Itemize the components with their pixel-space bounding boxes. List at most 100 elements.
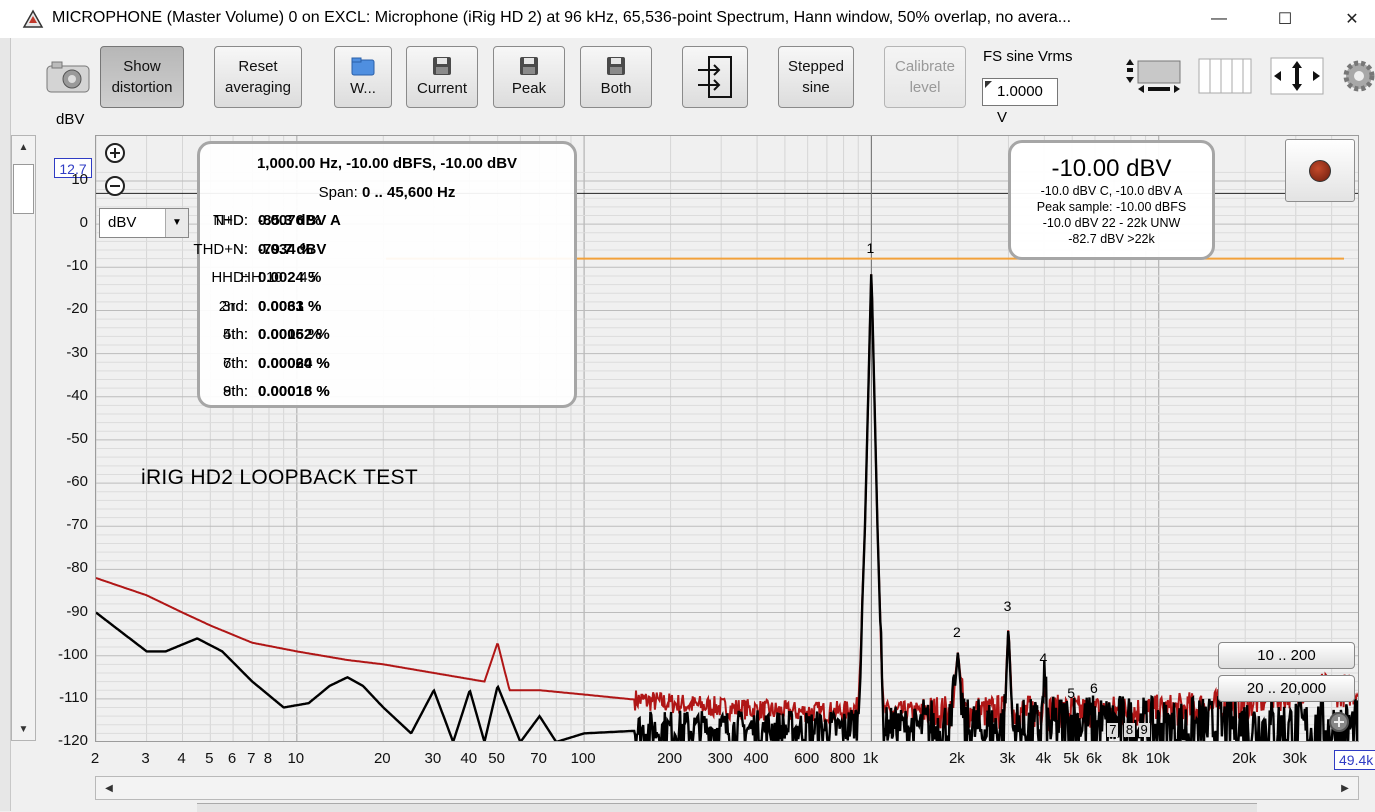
y-tick-label: -60 — [66, 473, 88, 491]
nd-row: N+D: -85.3 dBV A THD: 0.0076 % — [213, 212, 341, 229]
fundamental-readout: 1,000.00 Hz, -10.00 dBFS, -10.00 dBV — [256, 155, 518, 172]
y-axis-unit: dBV — [56, 111, 85, 128]
y-tick-label: -80 — [66, 559, 88, 577]
x-tick-label: 10k — [1145, 750, 1170, 767]
x-tick-label: 600 — [794, 750, 820, 767]
y-tick-label: 0 — [79, 214, 88, 232]
y-axis-max-field[interactable]: 12.7 — [54, 158, 92, 178]
x-tick-label: 4 — [177, 750, 186, 767]
x-tick-label: 2k — [948, 750, 965, 767]
vertical-zoom-icon[interactable] — [1124, 55, 1184, 97]
window-folder-button[interactable]: W... — [334, 46, 392, 108]
fs-sine-label: FS sine Vrms — [983, 48, 1073, 65]
x-tick-label: 10 — [287, 750, 305, 767]
vertical-scrollbar[interactable]: ▲ ▼ — [11, 135, 36, 741]
chevron-down-icon[interactable]: ▼ — [165, 209, 188, 237]
range-20-20000-button[interactable]: 20 .. 20,000 — [1218, 675, 1355, 702]
x-tick-label: 800 — [830, 750, 856, 767]
span-row: Span: 0 .. 45,600 Hz — [318, 184, 456, 201]
save-both-button[interactable]: Both — [580, 46, 652, 108]
harmonics-row-3: 6th: 0.00064 % 7th: 0.00020 % — [222, 355, 330, 372]
scroll-down-icon[interactable]: ▼ — [18, 723, 29, 735]
x-tick-label: 5 — [205, 750, 214, 767]
y-tick-label: -30 — [66, 343, 88, 361]
harmonic-label: 2 — [952, 624, 961, 641]
gear-icon[interactable] — [1342, 58, 1375, 94]
save-current-button[interactable]: Current — [406, 46, 478, 108]
reset-averaging-button[interactable]: Reset averaging — [214, 46, 302, 108]
level-weighted: -10.0 dBV C, -10.0 dBV A — [1040, 184, 1183, 198]
x-tick-label: 40 — [460, 750, 478, 767]
y-tick-label: -120 — [57, 732, 88, 749]
minimize-button[interactable]: — — [1211, 10, 1227, 27]
record-icon — [1309, 159, 1331, 182]
save-icon — [520, 56, 538, 75]
y-tick-label: -70 — [66, 516, 88, 534]
harmonic-label: 9 — [1138, 722, 1150, 737]
save-peak-button[interactable]: Peak — [493, 46, 565, 108]
y-tick-label: -20 — [66, 300, 88, 318]
zoom-in-icon[interactable] — [104, 142, 126, 164]
scroll-right-icon[interactable]: ▶ — [1341, 782, 1349, 794]
harmonic-label: 6 — [1090, 680, 1098, 697]
n-row: N: -79.7 dBV THD+N: 0.034 % — [193, 241, 327, 258]
camera-button[interactable] — [44, 58, 92, 94]
harmonic-label: 1 — [866, 240, 875, 257]
x-tick-label: 3k — [999, 750, 1016, 767]
range-10-200-button[interactable]: 10 .. 200 — [1218, 642, 1355, 669]
maximize-button[interactable]: ☐ — [1277, 11, 1293, 28]
x-tick-label: 1k — [862, 750, 879, 767]
x-tick-label: 300 — [707, 750, 733, 767]
current-trace-line — [96, 274, 1358, 741]
level-value: -10.00 dBV — [1051, 155, 1172, 182]
x-tick-label: 2 — [90, 750, 100, 767]
zoom-out-icon[interactable] — [104, 175, 126, 197]
x-tick-label: 4k — [1035, 750, 1052, 767]
x-tick-label: 8k — [1121, 750, 1138, 767]
y-tick-label: -10 — [66, 257, 88, 275]
scroll-left-icon[interactable]: ◀ — [105, 782, 113, 794]
y-tick-label: -50 — [66, 429, 88, 447]
unit-select[interactable]: dBV ▼ — [99, 208, 189, 238]
x-tick-label: 8 — [263, 750, 273, 767]
folder-icon — [351, 57, 375, 75]
y-tick-label: -100 — [57, 645, 88, 663]
level-unweighted: -10.0 dBV 22 - 22k UNW — [1042, 216, 1181, 230]
title-bar: MICROPHONE (Master Volume) 0 on EXCL: Mi… — [0, 0, 1375, 38]
import-button[interactable] — [682, 46, 748, 108]
columns-icon[interactable] — [1198, 58, 1252, 94]
harmonic-label: 7 — [1107, 722, 1119, 737]
move-icon[interactable] — [1270, 57, 1324, 95]
scroll-thumb[interactable] — [13, 164, 34, 214]
harmonic-label: 4 — [1039, 650, 1048, 667]
scroll-up-icon[interactable]: ▲ — [18, 141, 29, 153]
horizontal-scrollbar[interactable]: ◀ ▶ — [95, 776, 1359, 800]
level-meter-panel: -10.00 dBV -10.0 dBV C, -10.0 dBV A Peak… — [1008, 140, 1215, 260]
x-tick-label: 30k — [1282, 750, 1307, 767]
plot-annotation: iRIG HD2 LOOPBACK TEST — [141, 466, 418, 489]
harmonic-label: 3 — [1003, 598, 1012, 615]
level-above-22k: -82.7 dBV >22k — [1068, 232, 1155, 246]
level-peak-sample: Peak sample: -10.00 dBFS — [1036, 200, 1187, 214]
x-axis-max-field[interactable]: 49.4k — [1334, 750, 1375, 770]
y-tick-label: -110 — [59, 688, 88, 706]
fs-sine-input[interactable]: 1.0000 V — [982, 78, 1058, 126]
y-tick-label: -40 — [66, 386, 88, 404]
x-tick-label: 30 — [424, 750, 442, 767]
harmonics-row-1: 2nd: 0.0031 % 3rd: 0.0063 % — [218, 298, 322, 315]
x-tick-label: 6 — [227, 750, 237, 767]
bottom-panel-edge — [197, 803, 1257, 812]
record-button[interactable] — [1285, 139, 1355, 202]
plot-zoom-in-icon[interactable] — [1328, 711, 1350, 733]
x-tick-label: 400 — [743, 750, 769, 767]
x-tick-label: 5k — [1063, 750, 1080, 767]
distortion-stats-panel: 1,000.00 Hz, -10.00 dBFS, -10.00 dBV Spa… — [193, 141, 577, 408]
show-distortion-button[interactable]: Show distortion — [100, 46, 184, 108]
stepped-sine-button[interactable]: Stepped sine — [778, 46, 854, 108]
calibrate-level-button[interactable]: Calibrate level — [884, 46, 966, 108]
camera-icon — [46, 61, 90, 93]
x-tick-label: 6k — [1086, 750, 1102, 767]
x-tick-label: 100 — [570, 750, 596, 767]
window-title: MICROPHONE (Master Volume) 0 on EXCL: Mi… — [52, 9, 1072, 26]
close-button[interactable]: ✕ — [1345, 11, 1359, 28]
